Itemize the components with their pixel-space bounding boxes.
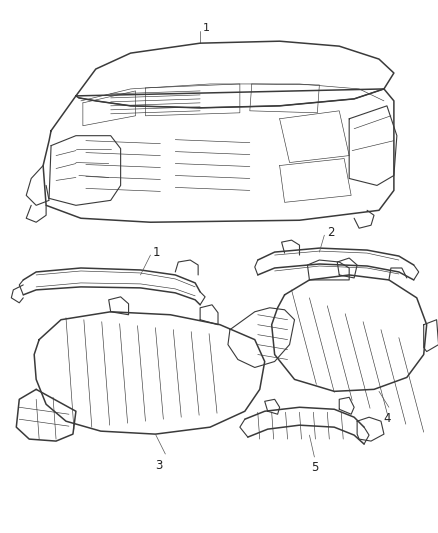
Text: 3: 3	[154, 459, 162, 472]
Text: 1: 1	[152, 246, 159, 259]
Text: 5: 5	[310, 461, 318, 474]
Text: 2: 2	[327, 225, 334, 239]
Text: 1: 1	[203, 23, 210, 33]
Text: 4: 4	[382, 412, 390, 425]
